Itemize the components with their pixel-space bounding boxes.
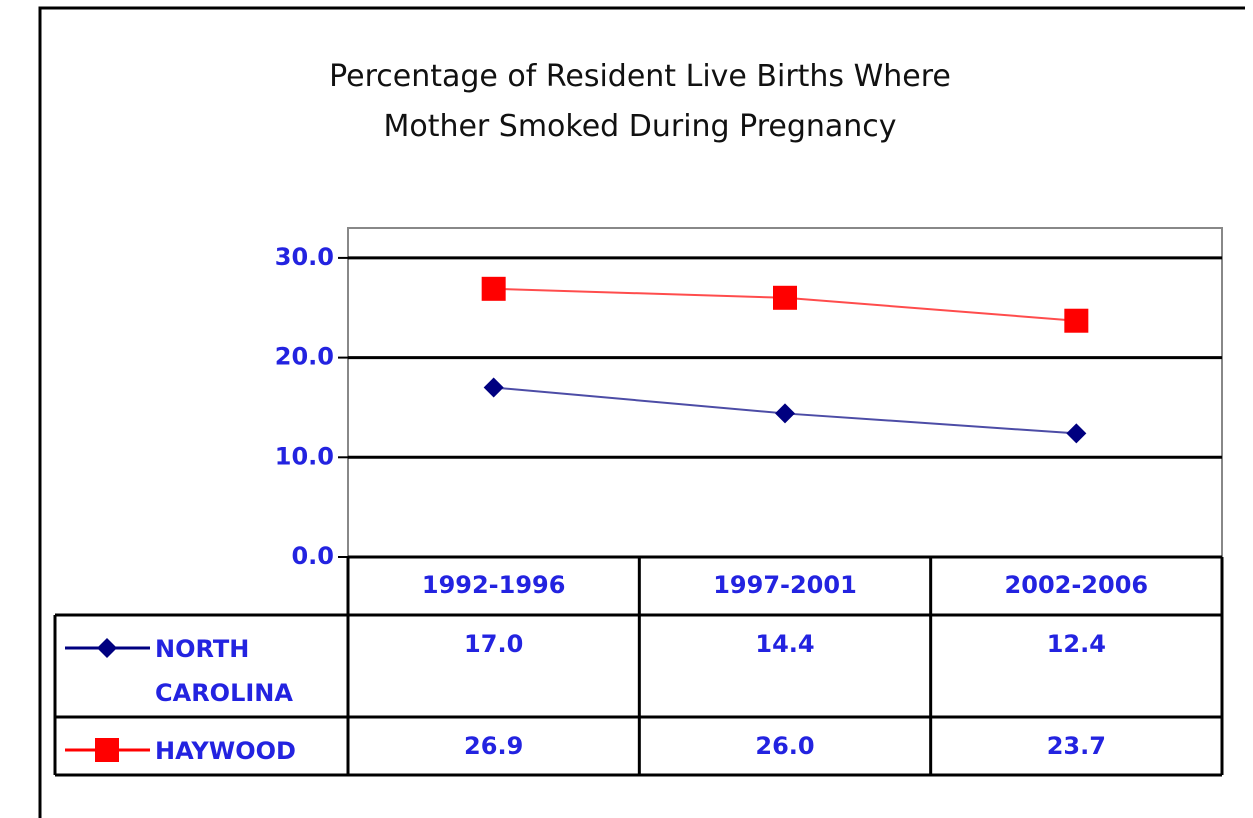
marker xyxy=(1064,308,1089,333)
marker xyxy=(1066,423,1087,444)
marker xyxy=(773,285,797,310)
legend-label: HAYWOOD xyxy=(155,737,296,765)
marker xyxy=(775,403,795,424)
plot-area xyxy=(347,227,1223,558)
table-value: 26.9 xyxy=(464,732,523,760)
x-tick-label: 1997-2001 xyxy=(713,571,857,599)
x-tick-label: 1992-1996 xyxy=(422,571,566,599)
y-tick-label: 20.0 xyxy=(275,343,334,371)
legend-label: NORTH CAROLINA xyxy=(155,635,293,707)
table-value: 23.7 xyxy=(1047,732,1106,760)
table-value: 14.4 xyxy=(755,630,814,658)
y-tick-label: 10.0 xyxy=(275,442,334,470)
legend-marker xyxy=(97,638,117,658)
table-value: 26.0 xyxy=(755,732,814,760)
marker xyxy=(481,276,506,301)
y-tick-label: 30.0 xyxy=(275,243,334,271)
table-value: 17.0 xyxy=(464,630,523,658)
frame xyxy=(38,6,1245,818)
chart-title: Percentage of Resident Live Births Where… xyxy=(329,59,951,144)
marker xyxy=(483,377,504,398)
y-tick-label: 0.0 xyxy=(291,542,334,570)
legend-marker xyxy=(95,738,119,762)
x-tick-label: 2002-2006 xyxy=(1005,571,1149,599)
table-value: 12.4 xyxy=(1047,630,1106,658)
